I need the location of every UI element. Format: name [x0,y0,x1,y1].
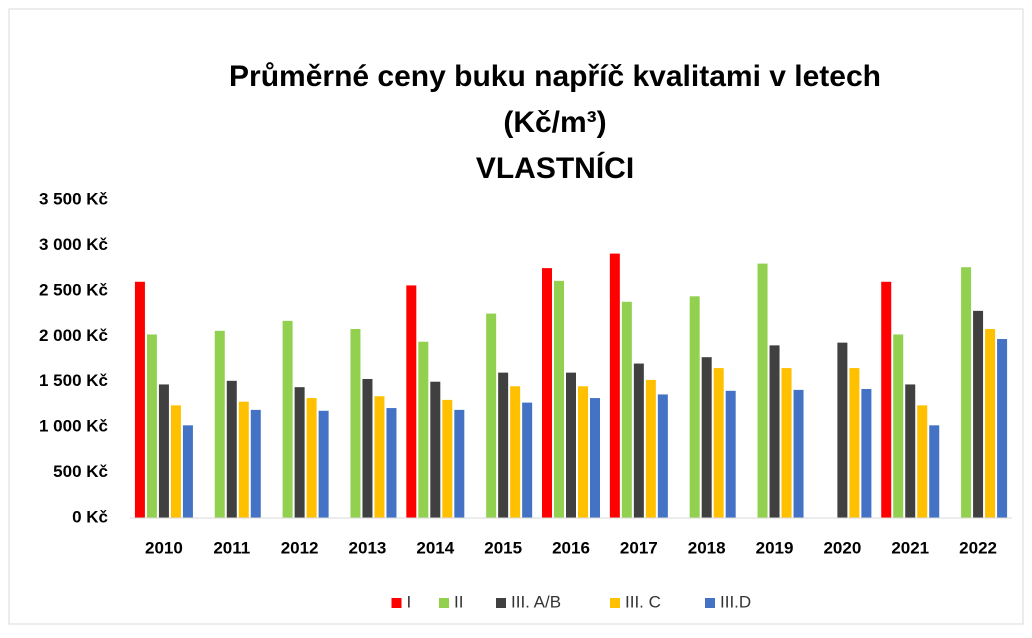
bar [386,408,397,518]
legend-label: I [407,592,412,611]
bar [158,384,169,518]
bar [250,409,261,518]
bar [442,399,453,518]
bar [238,401,249,518]
bar [837,342,848,518]
bar [609,253,620,518]
legend-label: III. C [625,592,661,611]
bar [861,388,872,518]
bar [893,334,904,518]
y-tick-label: 1 000 Kč [39,417,108,436]
bar [905,384,916,518]
bar [929,425,940,518]
bar [498,372,509,518]
bar [769,345,780,518]
legend-label: III.D [720,592,751,611]
legend-swatch [610,598,620,608]
bar [973,310,984,518]
bar [226,380,237,518]
bar [282,320,293,518]
bar [170,405,181,518]
bar [146,334,157,518]
x-tick-label: 2011 [213,538,250,557]
chart-title: Průměrné ceny buku napříč kvalitami v le… [229,60,881,93]
x-tick-label: 2014 [416,538,454,557]
bar [454,409,465,518]
y-tick-label: 1 500 Kč [39,371,108,390]
chart-title: (Kč/m³) [503,106,606,139]
bar [542,268,552,518]
x-tick-label: 2015 [484,538,522,557]
bar [182,425,193,518]
legend-swatch [496,598,506,608]
bar [633,363,644,518]
x-tick-label: 2013 [349,538,387,557]
bar [554,280,564,518]
y-tick-label: 3 500 Kč [39,189,108,208]
x-tick-label: 2020 [823,538,861,557]
y-tick-label: 0 Kč [72,507,108,526]
bar [793,389,804,518]
bar [985,329,996,518]
x-tick-label: 2018 [688,538,726,557]
x-tick-label: 2010 [145,538,183,557]
legend-label: II [454,592,463,611]
y-tick-label: 500 Kč [53,462,108,481]
chart-title: VLASTNÍCI [476,151,634,185]
bar [406,285,417,518]
bar [566,372,576,518]
bar [430,381,441,518]
legend-label: III. A/B [511,592,561,611]
bar [318,410,329,518]
x-tick-label: 2019 [756,538,794,557]
bar [917,405,928,518]
bar [849,368,860,518]
bar [645,379,656,518]
bar [713,368,724,518]
bar [689,296,700,518]
bar [590,398,600,518]
x-tick-label: 2016 [552,538,590,557]
bar [757,263,768,518]
bar [510,386,521,518]
bar [578,386,588,518]
x-tick-label: 2017 [620,538,658,557]
y-tick-label: 2 500 Kč [39,280,108,299]
bar [362,378,373,518]
bar [881,281,892,518]
bar [134,281,145,518]
legend-swatch [705,598,715,608]
bar [306,398,317,518]
bar [725,390,736,518]
bar [214,330,225,518]
y-tick-label: 3 000 Kč [39,235,108,254]
bar [522,402,533,518]
bar [486,313,497,518]
bar [374,396,385,518]
bar [294,387,305,518]
bar [997,339,1008,518]
bar [350,329,361,518]
legend-swatch [439,598,449,608]
y-tick-label: 2 000 Kč [39,326,108,345]
x-tick-label: 2021 [891,538,929,557]
bar [657,394,668,518]
bar [621,301,632,518]
bar [701,357,712,518]
legend-swatch [391,598,402,608]
x-tick-label: 2012 [281,538,319,557]
bar [781,368,792,518]
bar [961,267,972,518]
bar [418,341,429,518]
x-tick-label: 2022 [959,538,997,557]
chart-frame [8,8,1024,625]
